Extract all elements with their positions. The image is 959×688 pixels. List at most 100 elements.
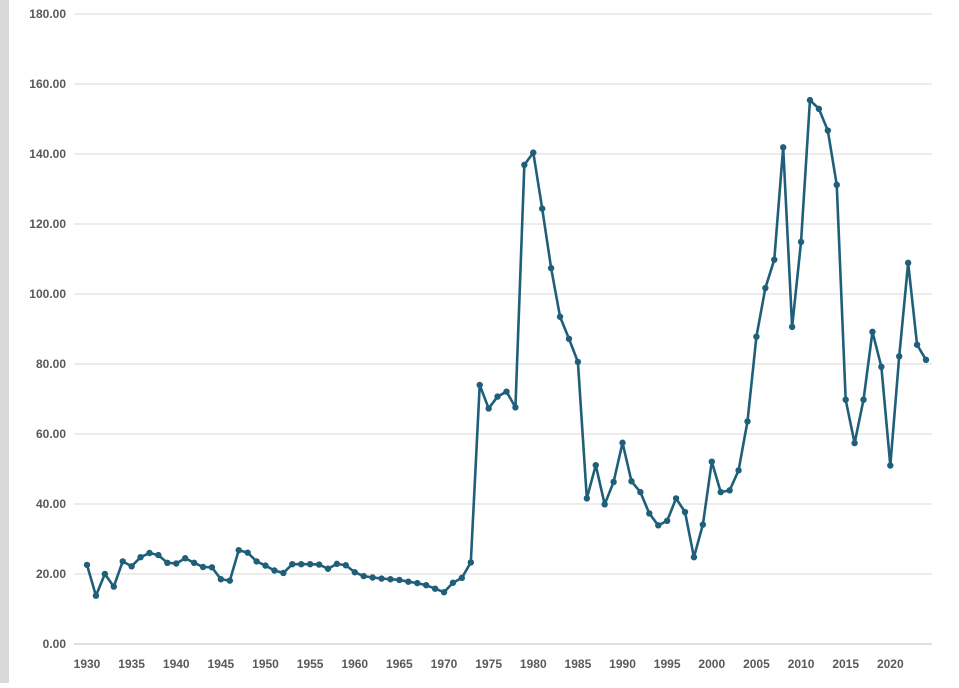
data-point	[449, 579, 457, 586]
x-tick-label: 2000	[698, 657, 725, 671]
data-point	[101, 570, 109, 578]
data-point	[717, 488, 724, 496]
x-tick-label: 1935	[118, 657, 145, 671]
x-tick-label: 1995	[654, 657, 681, 671]
x-tick-label: 1960	[341, 657, 368, 671]
y-tick-label: 0.00	[43, 637, 67, 651]
data-point	[244, 549, 251, 556]
x-tick-label: 2010	[788, 657, 815, 671]
data-point	[539, 205, 546, 212]
data-point	[806, 96, 814, 104]
series-layer	[83, 96, 930, 599]
data-point	[565, 335, 573, 342]
x-tick-label: 1985	[565, 657, 592, 671]
data-point	[342, 562, 350, 569]
data-point	[530, 149, 537, 156]
data-point	[226, 577, 234, 584]
data-point	[601, 501, 608, 508]
data-point	[663, 517, 671, 524]
data-point	[289, 561, 296, 568]
data-point	[699, 521, 707, 528]
data-point	[628, 478, 635, 485]
y-axis-tick-labels: 0.00 20.00 40.00 60.00 80.00 100.00 120.00 140.…	[29, 7, 66, 651]
data-point	[869, 328, 876, 335]
x-tick-label: 2020	[877, 657, 904, 671]
data-point	[199, 563, 207, 571]
x-tick-label: 1945	[208, 657, 235, 671]
y-tick-label: 20.00	[36, 567, 66, 581]
data-point	[333, 560, 341, 568]
data-point	[744, 418, 751, 425]
data-point	[619, 439, 626, 446]
data-point	[672, 495, 680, 502]
series-line-0	[85, 98, 928, 598]
data-point	[476, 381, 483, 389]
data-point	[92, 592, 100, 599]
data-point	[217, 576, 225, 583]
x-tick-label: 1930	[74, 657, 101, 671]
data-point	[387, 576, 394, 583]
data-point	[681, 508, 689, 516]
y-tick-label: 180.00	[29, 7, 66, 21]
data-point	[851, 439, 858, 447]
data-point	[512, 404, 519, 411]
y-tick-label: 140.00	[29, 147, 66, 161]
data-point	[253, 558, 260, 565]
data-point	[878, 363, 885, 370]
data-point	[574, 358, 582, 366]
data-point	[904, 259, 912, 267]
gridlines	[74, 13, 932, 645]
data-point	[431, 585, 439, 592]
y-tick-label: 100.00	[29, 287, 66, 301]
data-point	[592, 461, 599, 469]
data-point	[485, 405, 492, 412]
data-point	[405, 578, 412, 585]
data-point	[708, 458, 715, 465]
data-point	[610, 478, 617, 486]
data-point	[887, 462, 894, 469]
data-point	[503, 388, 510, 395]
data-point	[440, 589, 448, 596]
x-tick-label: 1970	[431, 657, 458, 671]
data-point	[351, 569, 358, 576]
data-point	[137, 554, 144, 561]
data-point	[208, 564, 216, 571]
data-point	[190, 559, 198, 566]
data-point	[181, 555, 189, 562]
data-point	[271, 567, 278, 574]
data-point	[753, 333, 760, 340]
data-point	[173, 560, 180, 567]
data-point	[324, 565, 332, 572]
y-tick-label: 80.00	[36, 357, 66, 371]
x-tick-label: 2015	[832, 657, 859, 671]
data-point	[458, 574, 466, 582]
data-point	[815, 105, 823, 113]
data-point	[396, 576, 403, 584]
data-point	[494, 393, 501, 400]
data-point	[690, 554, 698, 561]
x-tick-label: 1975	[475, 657, 502, 671]
data-point	[280, 569, 287, 577]
data-point	[833, 181, 840, 188]
data-point	[155, 551, 162, 559]
data-point	[369, 574, 376, 581]
data-point	[315, 561, 323, 568]
data-point	[556, 313, 564, 320]
data-point	[378, 575, 385, 582]
data-point	[547, 264, 555, 272]
data-point	[797, 238, 805, 246]
data-point	[110, 583, 117, 590]
data-point	[842, 396, 849, 403]
data-point	[655, 522, 662, 529]
data-point	[235, 547, 242, 554]
data-point	[414, 579, 421, 587]
data-point	[788, 323, 796, 331]
data-point	[467, 559, 474, 566]
data-point	[735, 467, 742, 474]
data-point	[824, 127, 832, 134]
data-point	[298, 561, 305, 568]
data-point	[583, 495, 591, 502]
x-tick-label: 1980	[520, 657, 547, 671]
